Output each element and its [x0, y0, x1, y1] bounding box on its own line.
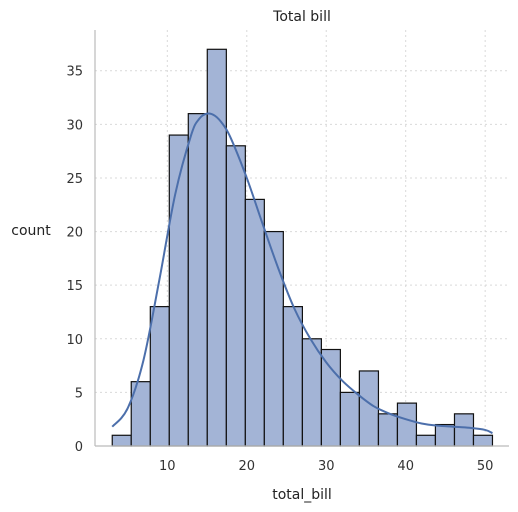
histogram-bar: [377, 413, 399, 447]
histogram-bar: [434, 423, 456, 447]
y-tick-label: 15: [66, 279, 83, 294]
histogram-bar: [263, 230, 284, 447]
tick-labels: 10 20 30 40 50 0 5 10 15 20 25 30 35: [66, 65, 493, 474]
y-axis-title: count: [11, 223, 51, 239]
histogram-bar: [396, 402, 418, 447]
x-tick-label: 40: [397, 459, 414, 474]
histogram-bar: [111, 434, 132, 447]
histogram-bar: [415, 434, 437, 447]
y-tick-label: 0: [75, 440, 83, 455]
histogram-bar: [244, 198, 265, 447]
x-tick-label: 20: [239, 459, 256, 474]
histogram-bar: [320, 348, 341, 447]
y-tick-label: 25: [66, 172, 83, 187]
y-tick-label: 35: [66, 65, 83, 80]
kde-curve-layer: [111, 112, 493, 435]
histogram-bar: [453, 413, 475, 447]
y-tick-label: 30: [66, 118, 83, 133]
histogram-bar: [225, 145, 246, 447]
axes: [94, 30, 509, 447]
x-axis-title: total_bill: [272, 487, 332, 503]
histogram-bar: [339, 391, 360, 447]
y-tick-label: 10: [66, 333, 83, 348]
x-tick-label: 50: [477, 459, 494, 474]
y-tick-label: 20: [66, 226, 83, 241]
x-tick-label: 10: [159, 459, 176, 474]
histogram-bar: [187, 113, 208, 447]
histogram-bar: [282, 306, 303, 447]
histogram-bar: [472, 434, 494, 447]
x-tick-label: 30: [318, 459, 335, 474]
histogram-bars: [111, 48, 494, 447]
kde-line: [111, 112, 493, 435]
histogram-bar: [149, 306, 170, 447]
histogram-bar: [301, 338, 322, 447]
histogram-bar: [358, 370, 380, 447]
histogram-bar: [206, 48, 227, 447]
chart-title: Total bill: [272, 9, 331, 25]
y-tick-label: 5: [75, 386, 83, 401]
